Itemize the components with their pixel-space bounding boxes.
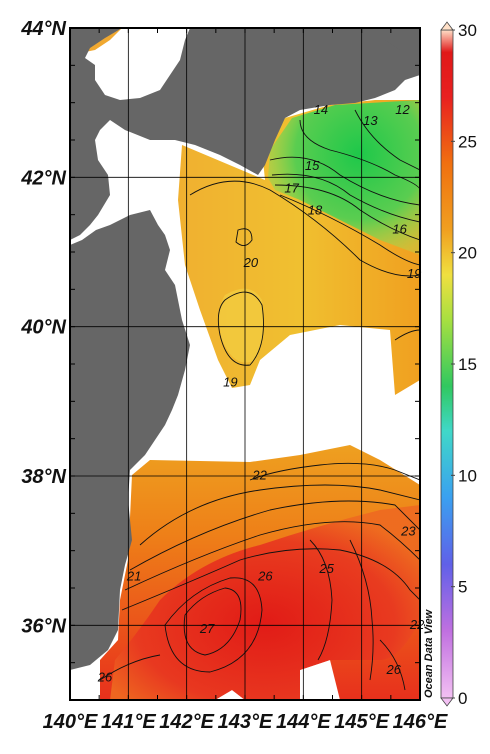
- x-tick-label: 143°E: [218, 711, 273, 733]
- colorbar-tick-label: 5: [458, 578, 467, 597]
- contour-label: 16: [392, 221, 407, 236]
- y-tick-label: 38°N: [21, 466, 66, 488]
- contour-label: 22: [409, 617, 425, 632]
- contour-label: 23: [400, 524, 416, 539]
- contour-north-6: [279, 194, 420, 266]
- y-tick-label: 44°N: [20, 18, 66, 40]
- contour-south-2: [139, 484, 420, 546]
- contour-south-5: [121, 548, 420, 611]
- colorbar-tick-label: 30: [458, 21, 477, 40]
- contour-labels: 12 13 14 15 16 17 18 19 19 20 21 22 23 25 26 27 26 26 22: [97, 102, 425, 684]
- contour-label: 12: [395, 102, 410, 117]
- x-tick-label: 140°E: [43, 711, 98, 733]
- contour-label: 26: [386, 662, 402, 677]
- contour-label: 18: [308, 203, 323, 218]
- x-tick-label: 141°E: [101, 711, 156, 733]
- contour-south-6: [183, 587, 242, 656]
- contour-north-7: [189, 180, 420, 277]
- frame-ticks: [69, 27, 421, 701]
- contour-north-1: [269, 156, 420, 206]
- colorbar-tick-label: 10: [458, 466, 477, 485]
- contour-south-11: [99, 654, 161, 681]
- x-axis-labels: 140°E 141°E 142°E 143°E 144°E 145°E 146°E: [43, 711, 448, 733]
- contour-label: 20: [243, 255, 259, 270]
- contour-north-9: [217, 291, 264, 366]
- contour-label: 22: [251, 468, 267, 483]
- contour-north-2: [271, 173, 420, 223]
- contour-label: 21: [126, 569, 141, 584]
- contour-north-3: [274, 184, 420, 241]
- x-tick-label: 146°E: [393, 711, 448, 733]
- colorbar-tick-label: 25: [458, 132, 477, 151]
- colorbar-bottom-cap: [440, 697, 454, 707]
- y-tick-label: 42°N: [20, 167, 66, 189]
- contour-south-4: [124, 521, 420, 591]
- x-tick-label: 142°E: [159, 711, 214, 733]
- colorbar-top-cap: [440, 21, 454, 31]
- y-axis-labels: 44°N 42°N 40°N 38°N 36°N: [20, 18, 66, 637]
- contour-label: 17: [284, 180, 299, 195]
- contour-label: 27: [199, 621, 215, 636]
- contour-label: 25: [318, 561, 334, 576]
- colorbar-tick-label: 20: [458, 244, 477, 263]
- contour-north-5: [354, 109, 420, 171]
- contour-label: 26: [257, 569, 273, 584]
- contour-label: 15: [305, 158, 320, 173]
- contour-south-7: [164, 577, 263, 673]
- grid-lines: [70, 28, 420, 700]
- contour-lines: [99, 109, 420, 691]
- contour-south-3: [129, 500, 420, 571]
- contour-south-9: [349, 539, 374, 681]
- kuroshio-warm-core: [110, 505, 420, 700]
- contour-south-1: [249, 462, 420, 481]
- land-kunashir: [380, 28, 420, 50]
- land-gap-oshima: [118, 168, 151, 210]
- contour-north-4: [299, 119, 420, 191]
- contour-north-10: [394, 329, 420, 341]
- y-tick-label: 36°N: [21, 615, 66, 637]
- contour-south-8: [309, 539, 333, 661]
- warm-core-blob: [219, 288, 264, 363]
- contour-label: 19: [407, 266, 421, 281]
- colorbar-tick-labels: 0 5 10 15 20 25 30: [451, 21, 477, 708]
- colorbar-tick-label: 15: [458, 355, 477, 374]
- credit-text: Ocean Data View: [423, 608, 435, 698]
- contour-label: 19: [223, 374, 237, 389]
- y-tick-label: 40°N: [20, 317, 66, 339]
- contour-label: 26: [97, 669, 113, 684]
- contour-south-10: [379, 639, 406, 691]
- land-honshu: [70, 210, 190, 670]
- contour-label: 13: [363, 113, 378, 128]
- x-tick-label: 145°E: [334, 711, 389, 733]
- x-tick-label: 144°E: [276, 711, 331, 733]
- contour-label: 14: [314, 102, 328, 117]
- colorbar-tick-label: 0: [458, 689, 467, 708]
